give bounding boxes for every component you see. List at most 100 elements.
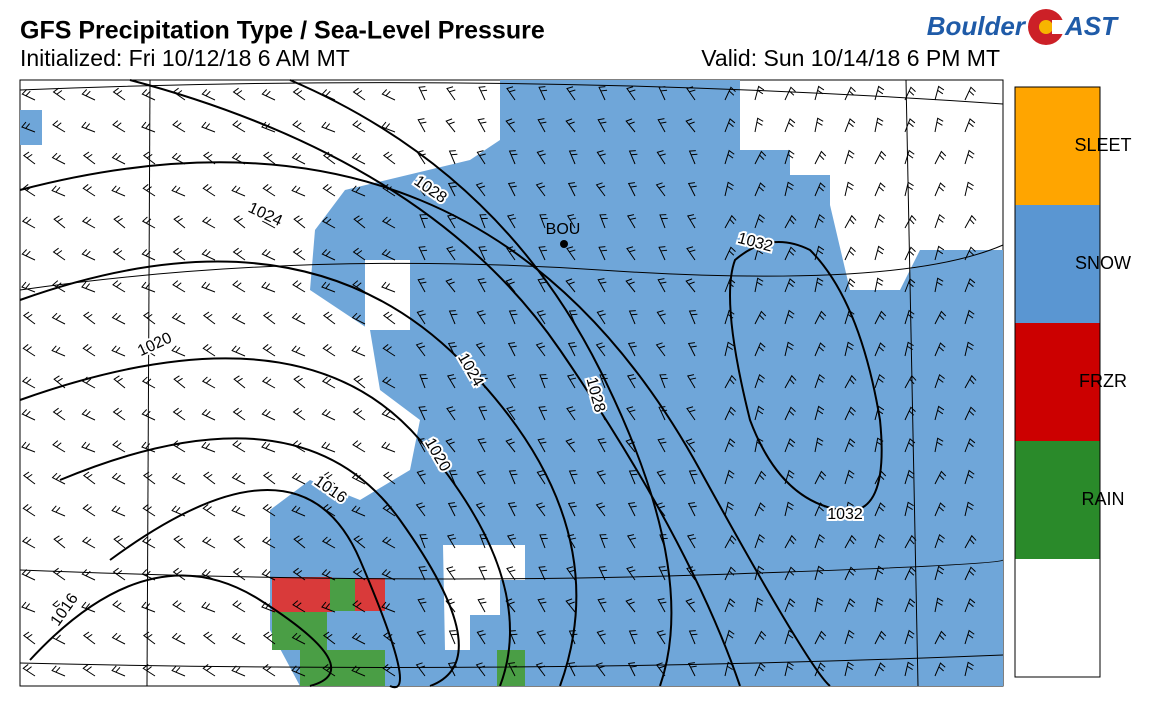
wind-barb: [934, 182, 946, 197]
wind-barb: [22, 311, 36, 325]
wind-barb: [446, 86, 456, 101]
wind-barb: [688, 470, 698, 485]
wind-barb: [874, 630, 887, 645]
wind-barb: [112, 407, 126, 421]
wind-barb: [381, 601, 396, 613]
wind-barb: [476, 150, 486, 165]
wind-barb: [321, 249, 336, 261]
wind-barb: [784, 278, 796, 293]
wind-barb: [687, 374, 697, 389]
wind-barb: [724, 214, 737, 229]
wind-barb: [321, 121, 336, 133]
wind-barb: [231, 185, 246, 197]
wind-barb: [507, 534, 517, 549]
wind-barb: [814, 213, 825, 229]
wind-barb: [261, 536, 276, 549]
wind-barb: [687, 182, 697, 197]
wind-barb: [172, 280, 186, 293]
wind-barb: [814, 373, 825, 389]
wind-barb: [232, 440, 246, 453]
wind-barb: [904, 149, 915, 165]
wind-barb: [964, 566, 976, 581]
wind-barb: [261, 569, 276, 581]
wind-barb: [352, 440, 366, 453]
wind-barb: [82, 151, 96, 165]
wind-barb: [685, 118, 696, 133]
wind-barb: [934, 85, 945, 101]
wind-barb: [53, 375, 66, 389]
wind-barb: [21, 441, 36, 453]
wind-barb: [112, 280, 126, 293]
wind-barb: [447, 534, 457, 549]
wind-barb: [382, 344, 396, 357]
wind-barb: [536, 470, 546, 485]
wind-barb: [21, 121, 36, 133]
wind-barb: [171, 472, 186, 485]
wind-barb: [476, 310, 486, 325]
wind-barb: [568, 470, 578, 485]
wind-barb: [232, 87, 246, 101]
wind-barb: [351, 312, 366, 325]
wind-barb: [447, 374, 457, 389]
wind-barb: [475, 502, 486, 517]
wind-barb: [659, 214, 668, 229]
wind-barb: [874, 502, 886, 517]
wind-barb: [352, 87, 366, 101]
wind-barb: [934, 373, 945, 389]
wind-barb: [81, 281, 96, 293]
wind-barb: [201, 409, 216, 421]
wind-barb: [934, 310, 947, 325]
wind-barb: [904, 598, 916, 613]
wind-barb: [685, 598, 696, 613]
wind-barb: [628, 310, 638, 325]
wind-barb: [82, 344, 96, 357]
wind-barb: [874, 245, 885, 261]
wind-barb: [657, 438, 667, 453]
wind-barb: [844, 438, 856, 453]
wind-barb: [381, 569, 396, 581]
wind-barb: [934, 533, 945, 549]
wind-barb: [321, 409, 336, 421]
wind-barb: [537, 438, 547, 453]
wind-barb: [232, 120, 246, 133]
wind-barb: [964, 278, 976, 293]
wind-barb: [172, 567, 186, 581]
wind-barb: [724, 86, 736, 101]
wind-barb: [292, 247, 306, 261]
wind-barb: [21, 216, 36, 229]
wind-barb: [754, 533, 765, 549]
wind-barb: [844, 406, 856, 421]
wind-barb: [415, 342, 426, 357]
wind-barb: [934, 245, 945, 261]
wind-barb: [418, 566, 428, 581]
wind-barb: [844, 118, 856, 133]
wind-barb: [535, 502, 546, 517]
wind-barb: [262, 631, 276, 645]
wind-barb: [627, 374, 637, 389]
wind-barb: [625, 598, 636, 613]
wind-barb: [321, 536, 336, 549]
map: BOU 102810241032102010241028102010161032…: [19, 79, 1004, 689]
wind-barb: [446, 566, 456, 581]
wind-barb: [173, 215, 186, 229]
wind-barb: [814, 437, 824, 453]
wind-barb: [687, 502, 697, 517]
wind-barb: [507, 374, 517, 389]
wind-barb: [111, 152, 126, 165]
wind-barb: [201, 441, 216, 453]
legend-swatch: [1015, 559, 1100, 677]
wind-barb: [784, 214, 797, 229]
wind-barb: [508, 310, 518, 325]
wind-barb: [724, 374, 737, 389]
wind-barb: [508, 470, 518, 485]
wind-barb: [537, 118, 547, 133]
wind-barb: [754, 117, 764, 133]
wind-barb: [21, 601, 36, 613]
wind-barb: [448, 310, 458, 325]
wind-barb: [724, 566, 736, 581]
wind-barb: [261, 249, 276, 261]
wind-barb: [171, 345, 186, 357]
wind-barb: [934, 342, 946, 357]
wind-barb: [507, 182, 517, 197]
wind-barb: [51, 472, 66, 485]
